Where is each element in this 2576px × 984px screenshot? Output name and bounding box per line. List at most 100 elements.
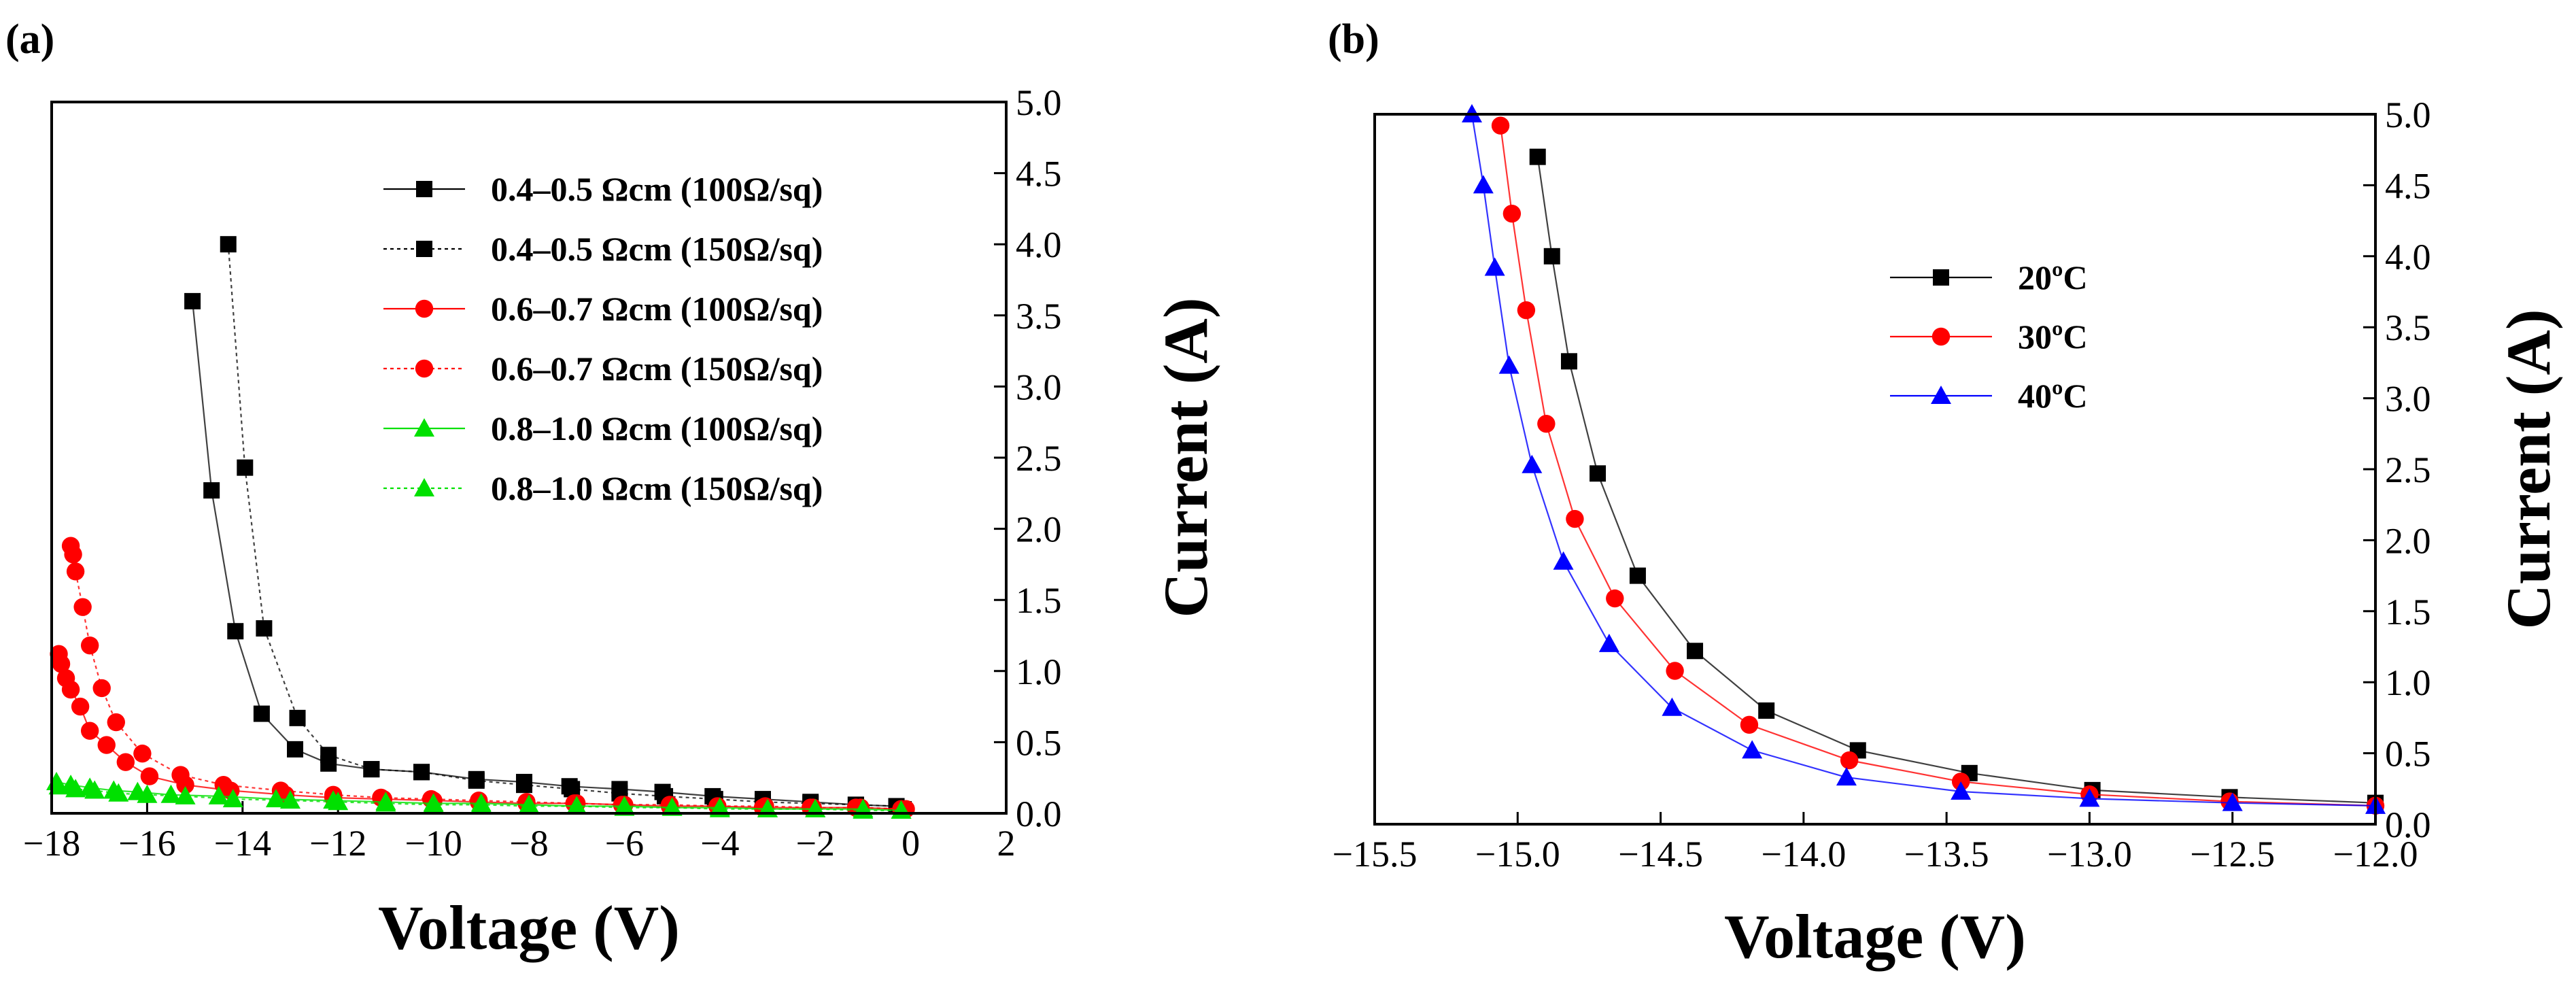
legend-label: 0.4–0.5 Ωcm (150Ω/sq) [491, 230, 823, 268]
series-2 [1491, 116, 2385, 815]
data-point [160, 784, 182, 803]
legend-marker [414, 478, 434, 496]
chart-a-y-axis-label: Current (A) [1151, 298, 1220, 618]
data-point [80, 636, 99, 655]
legend-label: 0.8–1.0 Ωcm (100Ω/sq) [491, 409, 823, 447]
y-tick-label: 4.0 [1016, 224, 1062, 265]
data-point [468, 772, 485, 789]
legend-item: 0.8–1.0 Ωcm (100Ω/sq) [383, 409, 823, 447]
data-point [320, 747, 337, 764]
data-point [1606, 589, 1624, 608]
x-tick-label: −15.5 [1333, 834, 1418, 875]
legend-marker [414, 418, 434, 437]
chart-a-ticks: −18 −16 −14 −12 −10 −8 −6 −4 −2 0 20.0 0.5 1.0 1.5 2.0… [23, 82, 1062, 864]
data-point [363, 761, 380, 778]
chart-b: (b) −15.5 −15.0 −14.5 −14.0 −13.5 −13.0 −12.5−… [1328, 16, 2563, 971]
data-point [1687, 643, 1704, 660]
x-tick-label: −8 [509, 823, 548, 864]
series-4 [61, 537, 915, 818]
x-tick-label: −18 [23, 823, 80, 864]
x-tick-label: −13.0 [2047, 834, 2132, 875]
x-tick-label: −13.5 [1904, 834, 1989, 875]
data-point [107, 713, 125, 732]
x-tick-label: −12 [309, 823, 366, 864]
data-point [515, 777, 532, 794]
data-point [2222, 792, 2243, 811]
data-point [662, 797, 683, 816]
data-point [1566, 509, 1584, 528]
data-point [1517, 301, 1536, 320]
series-line [227, 244, 897, 807]
y-tick-label: 0.0 [1016, 794, 1062, 834]
data-point [220, 236, 237, 253]
chart-a-legend: 0.4–0.5 Ωcm (100Ω/sq) 0.4–0.5 Ωcm (150Ω/s… [383, 170, 823, 507]
x-tick-label: −14 [214, 823, 271, 864]
y-tick-label: 0.0 [2385, 804, 2431, 845]
chart-b-x-axis-label: Voltage (V) [1724, 902, 2026, 971]
data-point [1553, 551, 1574, 570]
x-tick-label: −15.0 [1475, 834, 1560, 875]
chart-a: (a) −18 −16 −14 −12 −10 −8 −6 −4 −2 0 20.0 0.5 1.0 1.… [5, 16, 1220, 962]
legend-label: 20ºC [2018, 258, 2088, 296]
data-point [227, 623, 244, 640]
data-point [423, 794, 444, 813]
data-point [92, 679, 111, 698]
legend-item: 0.4–0.5 Ωcm (100Ω/sq) [383, 170, 823, 208]
data-point [175, 785, 196, 804]
y-tick-label: 2.0 [2385, 520, 2431, 561]
legend-item: 40ºC [1890, 377, 2088, 415]
data-point [1537, 414, 1556, 433]
data-point [97, 736, 116, 754]
data-point [1951, 781, 1972, 800]
data-point [287, 741, 304, 758]
legend-marker [1933, 269, 1949, 286]
x-tick-label: 2 [997, 823, 1016, 864]
legend-marker [416, 241, 432, 257]
data-point [48, 776, 69, 795]
data-point [1522, 454, 1543, 473]
y-tick-label: 3.5 [2385, 307, 2431, 348]
legend-marker [415, 299, 434, 318]
data-point [289, 709, 306, 726]
series-line [1536, 156, 2376, 804]
data-point [71, 697, 90, 716]
data-point [1484, 257, 1505, 276]
y-tick-label: 2.5 [2385, 449, 2431, 490]
data-point [137, 784, 158, 803]
y-tick-label: 1.5 [1016, 580, 1062, 621]
chart-a-series [46, 236, 915, 819]
data-point [171, 766, 190, 784]
chart-b-legend: 20ºC 30ºC 40ºC [1890, 258, 2088, 415]
data-point [203, 482, 220, 499]
data-point [2079, 788, 2100, 807]
data-point [614, 797, 635, 816]
y-tick-label: 3.0 [1016, 367, 1062, 407]
data-point [566, 796, 587, 815]
data-point [280, 790, 300, 809]
legend-label: 0.6–0.7 Ωcm (150Ω/sq) [491, 350, 823, 388]
x-tick-label: −16 [118, 823, 175, 864]
data-point [375, 793, 396, 812]
data-point [140, 767, 159, 785]
legend-label: 0.8–1.0 Ωcm (150Ω/sq) [491, 469, 823, 507]
panel-label-a: (a) [5, 16, 54, 63]
legend-label: 0.4–0.5 Ωcm (100Ω/sq) [491, 170, 823, 208]
data-point [184, 292, 201, 309]
legend-marker [1931, 386, 1951, 404]
data-point [1543, 248, 1560, 265]
y-tick-label: 5.0 [2385, 95, 2431, 135]
chart-b-series [1461, 104, 2386, 815]
x-tick-label: −14.5 [1618, 834, 1703, 875]
series-line [1500, 125, 2376, 807]
y-tick-label: 0.5 [2385, 734, 2431, 775]
series-line [70, 545, 906, 810]
data-point [253, 705, 270, 722]
data-point [1836, 767, 1857, 786]
data-point [1629, 567, 1646, 584]
data-point [1742, 740, 1763, 759]
legend-item: 20ºC [1890, 258, 2088, 296]
x-tick-label: −6 [605, 823, 644, 864]
panel-label-b: (b) [1328, 16, 1379, 63]
y-tick-label: 2.0 [1016, 509, 1062, 550]
legend-label: 30ºC [2018, 318, 2088, 356]
